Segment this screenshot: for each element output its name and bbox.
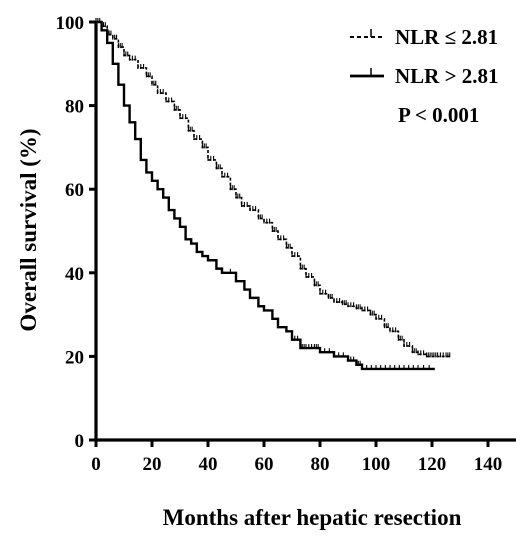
y-tick-label: 0 bbox=[75, 431, 85, 452]
y-tick-label: 80 bbox=[65, 97, 84, 118]
y-tick-label: 60 bbox=[65, 180, 84, 201]
y-tick-label: 100 bbox=[56, 13, 85, 34]
x-tick-label: 40 bbox=[199, 454, 218, 475]
x-tick-label: 0 bbox=[91, 454, 101, 475]
series-line-1 bbox=[96, 21, 452, 358]
axes: 0 20 40 60 80 100 0 20 40 60 80 100 120 140 bbox=[56, 13, 516, 475]
x-tick-label: 60 bbox=[255, 454, 274, 475]
y-tick-label: 40 bbox=[65, 264, 84, 285]
y-axis-title: Overall survival (%) bbox=[16, 128, 41, 331]
legend-label-1: NLR ≤ 2.81 bbox=[395, 25, 498, 49]
p-value-annotation: P < 0.001 bbox=[398, 103, 479, 127]
legend: NLR ≤ 2.81 NLR > 2.81 P < 0.001 bbox=[350, 25, 499, 127]
x-tick-label: 20 bbox=[143, 454, 162, 475]
legend-label-2: NLR > 2.81 bbox=[395, 64, 499, 88]
x-tick-label: 80 bbox=[311, 454, 330, 475]
x-tick-label: 120 bbox=[418, 454, 447, 475]
x-axis-title: Months after hepatic resection bbox=[163, 505, 462, 530]
y-tick-label: 20 bbox=[65, 347, 84, 368]
series-layer bbox=[95, 18, 452, 371]
x-tick-label: 100 bbox=[362, 454, 391, 475]
x-tick-label: 140 bbox=[474, 454, 503, 475]
